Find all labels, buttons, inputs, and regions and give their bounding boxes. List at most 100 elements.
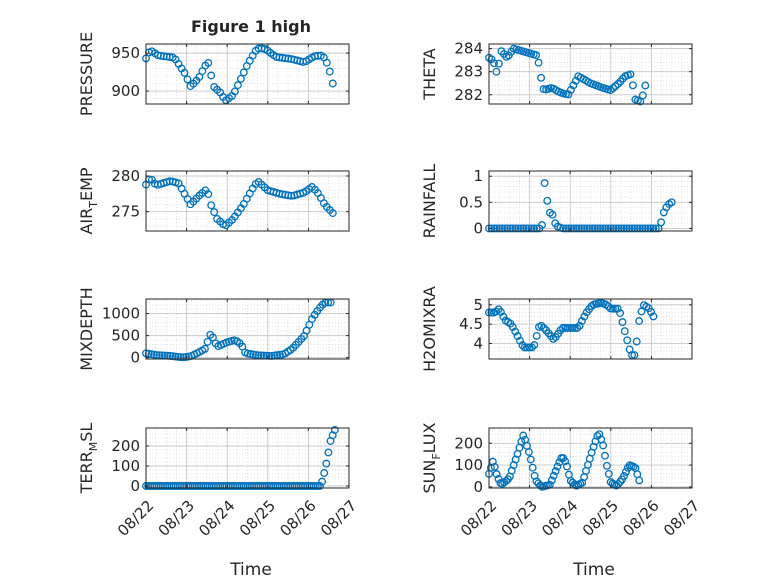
data-point — [628, 224, 636, 233]
data-point — [492, 224, 501, 233]
data-point — [233, 81, 242, 90]
data-point — [620, 224, 628, 233]
y-tick-label: 950 — [111, 44, 140, 62]
data-point — [580, 224, 589, 233]
data-point — [617, 224, 626, 233]
data-point — [588, 224, 597, 233]
data-point — [528, 463, 537, 472]
data-point — [539, 324, 548, 332]
data-point — [171, 352, 180, 361]
data-point — [490, 462, 499, 471]
data-point — [616, 309, 625, 318]
data-point — [506, 224, 515, 233]
data-point — [561, 224, 570, 233]
data-point — [524, 224, 533, 233]
data-point — [243, 349, 252, 358]
y-axis-label-part: T — [87, 201, 100, 209]
data-point — [236, 74, 245, 83]
data-point — [492, 470, 501, 479]
data-point — [595, 430, 604, 439]
data-point — [513, 332, 522, 341]
data-point — [530, 341, 539, 349]
data-point — [608, 304, 617, 313]
data-point — [601, 451, 609, 460]
data-point — [621, 467, 630, 476]
data-point — [641, 224, 650, 233]
data-point — [614, 224, 623, 233]
data-point — [322, 459, 331, 468]
data-point — [311, 52, 319, 61]
y-tick-label: 284 — [454, 40, 483, 58]
data-point — [324, 448, 333, 457]
data-point — [563, 462, 571, 471]
data-point — [315, 482, 324, 490]
y-tick-label: 4 — [473, 335, 483, 353]
data-point — [572, 224, 581, 233]
data-point — [310, 310, 319, 319]
y-axis-label-part: SL — [77, 423, 96, 442]
data-point — [583, 224, 591, 233]
data-point — [602, 461, 611, 470]
data-point — [630, 224, 639, 233]
data-point — [633, 224, 642, 233]
y-tick-label: 100 — [454, 456, 483, 474]
data-point — [537, 321, 546, 330]
y-axis-label: RAINFALL — [420, 164, 439, 239]
y-axis-label-part: PRESSURE — [77, 32, 96, 116]
y-tick-label: 280 — [111, 167, 140, 185]
data-point — [537, 73, 546, 82]
data-point — [604, 469, 613, 478]
data-point — [651, 224, 660, 233]
y-axis-label: SUNFLUX — [420, 422, 443, 493]
data-point — [568, 324, 577, 332]
data-point — [577, 224, 586, 233]
axes-box — [145, 43, 350, 105]
data-point — [526, 455, 535, 464]
data-point — [152, 351, 161, 360]
y-axis-label-part: H2OMIXRA — [420, 286, 439, 372]
data-point — [204, 190, 213, 199]
data-point — [150, 350, 158, 359]
y-axis-label: THETA — [420, 48, 439, 100]
data-point — [514, 224, 523, 233]
data-point — [511, 327, 520, 336]
x-axis-label-left: Time — [229, 560, 272, 580]
data-point — [611, 304, 620, 313]
data-point — [635, 317, 644, 325]
data-point — [318, 477, 327, 486]
y-axis-label: H2OMIXRA — [420, 286, 439, 372]
y-axis-label-part: SUN — [420, 460, 439, 494]
data-point — [492, 67, 501, 76]
data-point — [630, 351, 639, 360]
data-point — [632, 337, 641, 346]
major-grid — [489, 428, 692, 488]
data-point — [596, 224, 605, 233]
series-markers — [485, 430, 644, 491]
data-point — [570, 324, 579, 332]
data-point — [325, 67, 334, 76]
data-point — [609, 84, 618, 93]
data-point — [559, 224, 568, 233]
data-point — [543, 196, 552, 205]
axes-box — [145, 170, 350, 232]
data-point — [496, 308, 505, 316]
y-axis-label-part: TERR — [77, 451, 96, 494]
series-markers — [485, 179, 676, 233]
data-point — [246, 350, 255, 358]
subplot-theta: 282 283 284 THETA — [420, 40, 693, 106]
data-point — [629, 462, 638, 471]
y-tick-label: 0.5 — [459, 193, 483, 211]
y-axis-label: AIRTEMP — [77, 167, 100, 234]
data-point — [523, 343, 532, 352]
data-point — [328, 209, 337, 218]
data-point — [322, 58, 331, 67]
data-point — [625, 224, 634, 233]
data-point — [524, 448, 533, 456]
data-point — [176, 353, 185, 362]
data-point — [540, 179, 549, 188]
y-axis-label: MIXDEPTH — [77, 287, 96, 370]
data-point — [585, 224, 594, 233]
minor-grid — [146, 428, 349, 488]
y-axis-label: TERRMSL — [77, 423, 100, 495]
y-tick-label: 0 — [473, 219, 483, 237]
